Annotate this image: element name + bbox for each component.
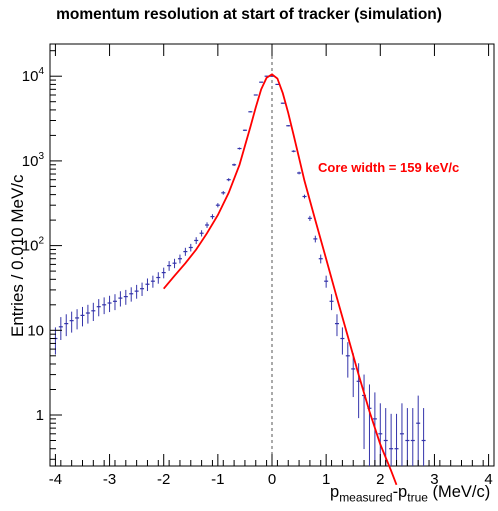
data-point	[112, 294, 117, 311]
x-tick-label: 4	[484, 471, 492, 488]
x-tick-label: 2	[376, 471, 384, 488]
fit-line	[163, 73, 398, 486]
y-tick-base: 10	[22, 68, 39, 85]
data-point	[334, 314, 339, 337]
x-tick-label: -4	[49, 471, 62, 488]
x-label-minus-p: -p	[392, 483, 408, 501]
data-point	[102, 297, 107, 315]
data-point	[253, 94, 258, 96]
x-label-unit: (MeV/c)	[432, 483, 491, 501]
data-point	[118, 291, 123, 307]
data-point	[58, 317, 63, 340]
y-tick-base: 1	[36, 407, 44, 424]
y-tick-base: 10	[22, 238, 39, 255]
data-points	[53, 75, 426, 466]
data-point	[107, 295, 112, 313]
x-label-p: p	[330, 483, 340, 501]
data-point	[389, 413, 394, 466]
data-point	[205, 222, 210, 228]
y-tick-exponent: 4	[38, 66, 44, 77]
core-width-annotation: Core width = 159 keV/c	[318, 160, 460, 175]
data-point	[345, 342, 350, 378]
data-point	[167, 261, 172, 271]
x-tick-label: -1	[211, 471, 224, 488]
data-point	[416, 395, 421, 466]
y-tick-label: 1	[36, 407, 44, 424]
data-point	[286, 125, 291, 127]
y-tick-label: 103	[22, 151, 45, 170]
data-point	[85, 304, 90, 324]
data-point	[134, 284, 139, 299]
y-tick-base: 10	[27, 322, 44, 339]
data-point	[232, 163, 237, 167]
data-point	[69, 311, 74, 333]
y-axis-label: Entries / 0.010 MeV/c	[8, 173, 27, 337]
data-point	[123, 289, 128, 305]
data-point	[307, 215, 312, 221]
x-tick-label: 3	[430, 471, 438, 488]
y-tick-label: 102	[22, 236, 45, 255]
data-point	[215, 203, 220, 208]
data-point	[129, 287, 134, 302]
data-point	[351, 353, 356, 398]
fit-curve	[163, 73, 398, 486]
data-point	[242, 129, 247, 132]
data-point	[226, 178, 231, 182]
x-label-subscript-true: true	[407, 490, 428, 505]
x-tick-label: -3	[103, 471, 116, 488]
y-tick-label: 104	[22, 66, 45, 85]
data-point	[91, 302, 96, 322]
data-point	[221, 191, 226, 195]
data-point	[399, 403, 404, 466]
y-tick-exponent: 3	[38, 151, 44, 162]
data-point	[259, 81, 264, 83]
data-point	[53, 327, 58, 355]
x-label-subscript-measured: measured	[339, 490, 393, 505]
data-point	[140, 282, 145, 296]
data-point	[280, 102, 285, 104]
data-point	[210, 214, 215, 220]
data-point	[150, 275, 155, 288]
y-tick-base: 10	[22, 153, 39, 170]
data-point	[80, 306, 85, 327]
x-axis-ticks: -4 -3 -2 -1 0 1 2 3 4	[49, 44, 493, 488]
x-tick-label: 0	[268, 471, 276, 488]
data-point	[318, 254, 323, 264]
x-tick-label: 1	[322, 471, 330, 488]
data-point	[161, 267, 166, 279]
data-point	[313, 235, 318, 243]
data-point	[291, 150, 296, 153]
data-point	[145, 278, 150, 292]
data-point	[199, 230, 204, 237]
data-point	[183, 247, 188, 256]
data-point	[172, 258, 177, 269]
data-point	[237, 147, 242, 150]
y-tick-exponent: 2	[38, 236, 44, 247]
data-point	[367, 384, 372, 466]
x-tick-label: -2	[157, 471, 170, 488]
data-point	[156, 272, 161, 284]
data-point	[302, 194, 307, 199]
data-point	[297, 171, 302, 175]
data-point	[324, 275, 329, 288]
data-point	[96, 299, 101, 317]
data-point	[394, 413, 399, 466]
data-point	[410, 408, 415, 466]
data-point	[177, 254, 182, 264]
data-point	[340, 327, 345, 355]
chart-title: momentum resolution at start of tracker …	[56, 6, 442, 23]
data-point	[405, 408, 410, 466]
data-point	[75, 309, 80, 330]
data-point	[194, 237, 199, 245]
data-point	[421, 408, 426, 466]
data-point	[64, 314, 69, 337]
y-tick-label: 10	[27, 322, 44, 339]
data-point	[188, 243, 193, 252]
x-axis-label: pmeasured-ptrue (MeV/c)	[330, 483, 490, 504]
data-point	[329, 294, 334, 311]
data-point	[248, 111, 253, 113]
